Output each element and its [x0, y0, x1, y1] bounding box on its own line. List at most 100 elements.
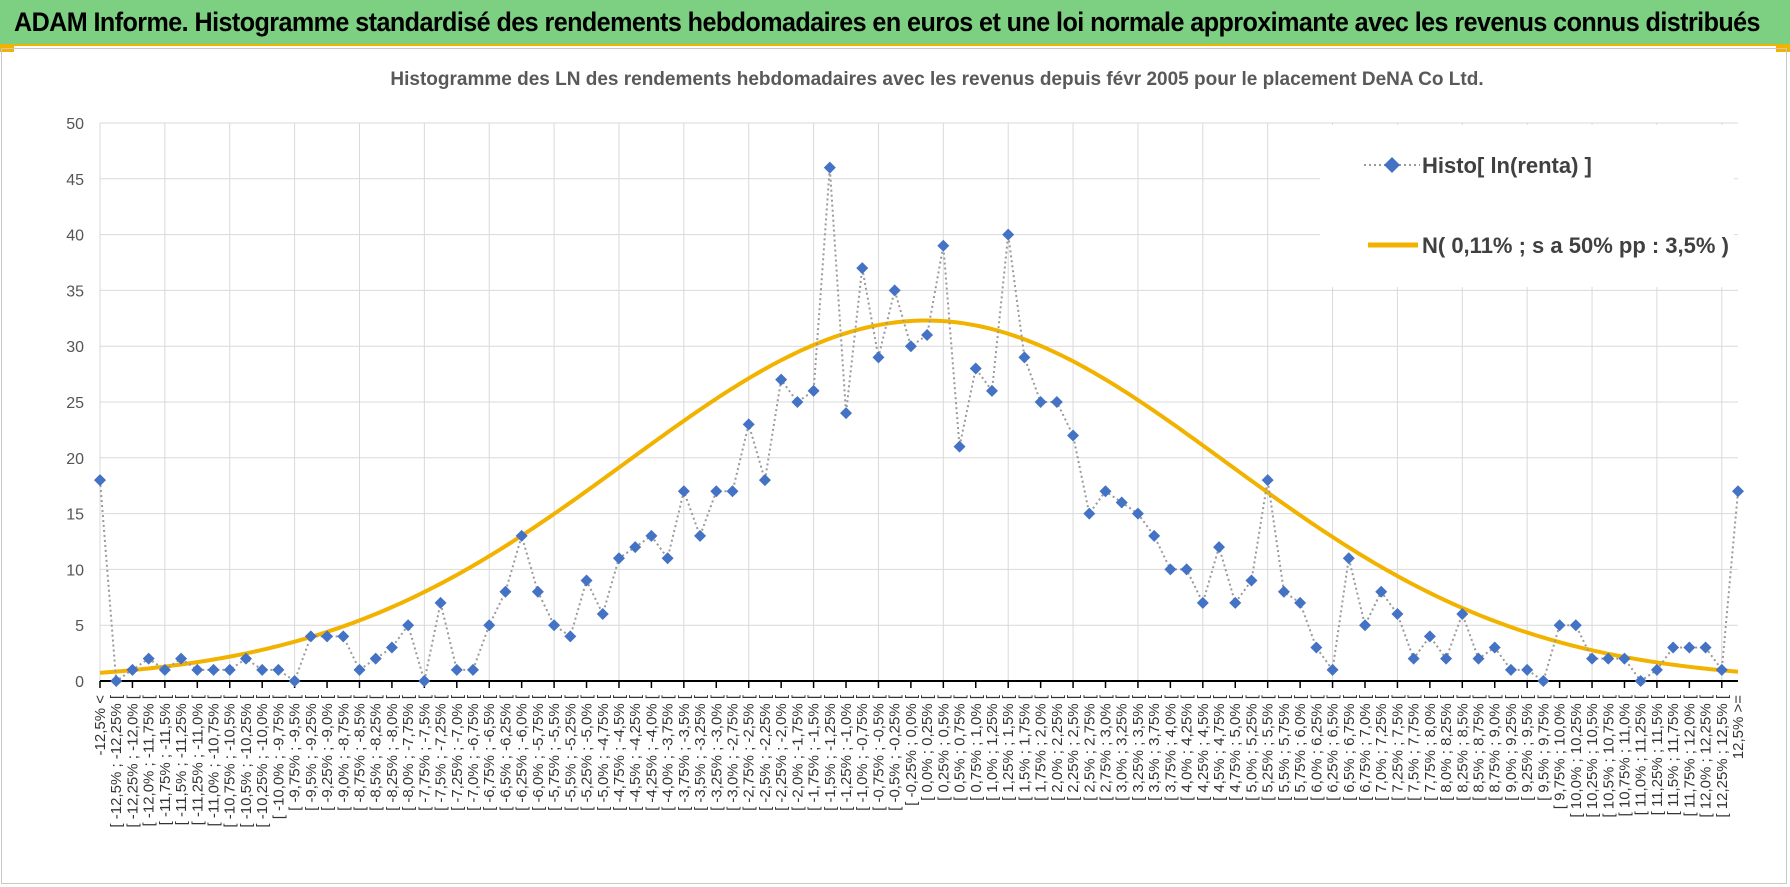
x-tick-label: [ -9,25% ; -9,0% [ [319, 694, 336, 811]
histogram-point [1099, 485, 1112, 498]
histogram-point [564, 630, 577, 643]
x-tick-label: [ -12,0% ; -11,75% [ [141, 694, 158, 826]
histogram-point [856, 262, 869, 275]
legend-histo-marker [1384, 157, 1400, 173]
x-tick-label: [ 4,25% ; 4,5% [ [1195, 694, 1212, 801]
histogram-point [256, 663, 269, 676]
histogram-point [1732, 485, 1744, 498]
x-tick-label: [ 5,25% ; 5,5% [ [1260, 694, 1277, 801]
histogram-point [612, 552, 625, 565]
legend-box [1320, 125, 1734, 287]
chart-area: Histogramme des LN des rendements hebdom… [1, 48, 1787, 884]
x-tick-label: [ -2,0% ; -1,75% [ [789, 694, 806, 811]
histogram-point [1164, 563, 1177, 576]
histogram-point [207, 663, 220, 676]
histogram-point [1488, 641, 1501, 654]
x-tick-label: [ -10,75% ; -10,5% [ [222, 694, 239, 827]
histogram-point [1375, 585, 1388, 598]
histogram-point [1440, 652, 1453, 665]
x-tick-label: 12,5% >= [1730, 695, 1747, 759]
histogram-point [823, 161, 836, 174]
histogram-point [548, 619, 561, 632]
histogram-point [1423, 630, 1436, 643]
x-tick-label: [ -8,25% ; -8,0% [ [384, 694, 401, 811]
histogram-point [1229, 596, 1242, 609]
histogram-point [1277, 585, 1290, 598]
histogram-point [450, 663, 463, 676]
histogram-point [888, 284, 901, 297]
x-tick-label: [ 2,5% ; 2,75% [ [1081, 694, 1098, 801]
y-tick-label: 40 [66, 228, 84, 245]
x-tick-label: [ 11,75% ; 12,0% [ [1681, 694, 1698, 816]
x-tick-label: [ -10,5% ; -10,25% [ [238, 694, 255, 827]
histogram-point [710, 485, 723, 498]
y-tick-label: 15 [66, 507, 84, 524]
x-tick-label: [ 11,0% ; 11,25% [ [1633, 694, 1650, 815]
x-tick-label: [ -5,25% ; -5,0% [ [579, 694, 596, 811]
histogram-point [726, 485, 739, 498]
x-tick-label: [ -8,5% ; -8,25% [ [368, 694, 385, 811]
histogram-point [1213, 541, 1226, 554]
x-tick-label: [ -7,75% ; -7,5% [ [416, 694, 433, 811]
histogram-point [1504, 663, 1517, 676]
histogram-point [742, 418, 755, 431]
x-tick-label: [ 11,5% ; 11,75% [ [1665, 694, 1682, 815]
x-tick-label: [ -2,25% ; -2,0% [ [773, 694, 790, 811]
x-tick-label: [ -2,5% ; -2,25% [ [757, 694, 774, 811]
histogram-point [1391, 608, 1404, 621]
y-tick-label: 20 [66, 451, 84, 468]
histogram-point [1521, 663, 1534, 676]
histogram-point [1586, 652, 1599, 665]
histogram-point [1131, 507, 1144, 520]
histogram-point [126, 663, 139, 676]
x-tick-label: [ -6,75% ; -6,5% [ [481, 694, 498, 811]
histogram-point [353, 663, 366, 676]
histogram-point [1326, 663, 1339, 676]
corner-accent-right [1776, 46, 1790, 52]
x-tick-label: [ -7,0% ; -6,75% [ [465, 694, 482, 811]
histogram-point [110, 675, 123, 687]
x-tick-label: [ 5,75% ; 6,0% [ [1292, 694, 1309, 801]
x-tick-label: [ -1,25% ; -1,0% [ [838, 694, 855, 811]
x-tick-label: [ -12,5% ; -12,25% [ [108, 694, 125, 827]
histogram-point [1699, 641, 1712, 654]
chart-title: Histogramme des LN des rendements hebdom… [390, 69, 1483, 90]
x-tick-label: [ 0,5% ; 0,75% [ [952, 694, 969, 801]
x-tick-label: [ -11,25% ; -11,0% [ [189, 694, 206, 825]
y-tick-label: 30 [66, 339, 84, 356]
histogram-point [1602, 652, 1615, 665]
x-tick-label: [ 7,5% ; 7,75% [ [1406, 694, 1423, 801]
histogram-point [1358, 619, 1371, 632]
histogram-point [677, 485, 690, 498]
histogram-point [904, 340, 917, 353]
y-tick-label: 25 [66, 395, 84, 412]
x-tick-label: [ 9,75% ; 10,0% [ [1552, 694, 1569, 809]
histogram-point [1456, 608, 1469, 621]
histogram-point [921, 329, 934, 342]
x-tick-label: [ -4,25% ; -4,0% [ [643, 694, 660, 811]
histogram-point [321, 630, 334, 643]
x-tick-label: [ -11,0% ; -10,75% [ [206, 694, 223, 826]
histogram-point [1050, 396, 1063, 408]
x-tick-label: [ 0,25% ; 0,5% [ [935, 694, 952, 801]
histogram-point [1715, 663, 1728, 676]
x-tick-label: [ -3,75% ; -3,5% [ [676, 694, 693, 811]
y-tick-label: 10 [66, 562, 84, 579]
histogram-point [1002, 228, 1015, 241]
x-tick-label: [ -7,25% ; -7,0% [ [449, 694, 466, 811]
x-tick-label: [ 0,75% ; 1,0% [ [968, 694, 985, 801]
histogram-point [337, 630, 350, 643]
x-tick-label: [ -4,75% ; -4,5% [ [611, 694, 628, 811]
x-tick-label: [ -11,75% ; -11,5% [ [157, 694, 174, 825]
histogram-point [304, 630, 317, 643]
x-tick-label: [ 7,25% ; 7,5% [ [1389, 694, 1406, 801]
x-tick-label: [ -6,5% ; -6,25% [ [497, 694, 514, 811]
histogram-point [1683, 641, 1696, 654]
histogram-point [840, 407, 853, 420]
histogram-point [775, 373, 788, 386]
histogram-point [1407, 652, 1420, 665]
x-tick-label: [ 4,5% ; 4,75% [ [1211, 694, 1228, 801]
chart-canvas: Histogramme des LN des rendements hebdom… [66, 69, 1747, 828]
x-tick-label: [ 2,0% ; 2,25% [ [1049, 694, 1066, 801]
histogram-point [1196, 596, 1209, 609]
